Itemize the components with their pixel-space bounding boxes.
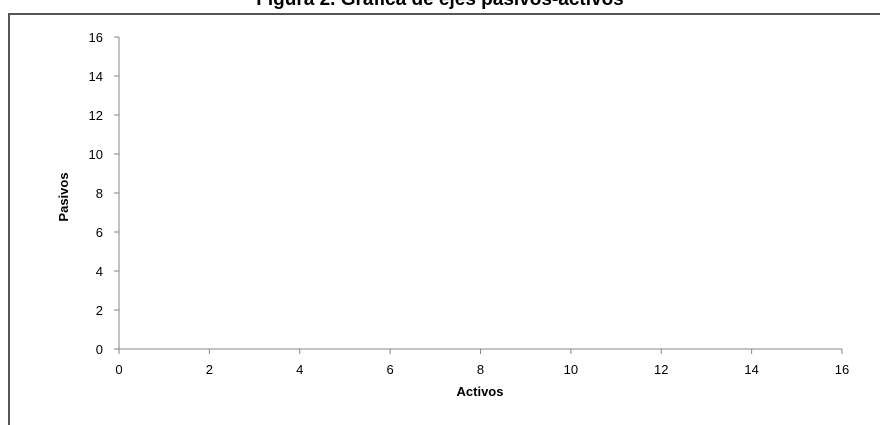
x-tick-label: 12	[654, 362, 668, 377]
chart-title: Figura 2. Gráfica de ejes pasivos-activo…	[0, 0, 880, 11]
x-tick-label: 6	[387, 362, 394, 377]
y-tick-label: 4	[96, 264, 103, 279]
y-tick-label: 14	[89, 69, 103, 84]
x-tick-label: 2	[206, 362, 213, 377]
y-axis-label: Pasivos	[56, 172, 71, 221]
x-tick-label: 4	[296, 362, 303, 377]
y-tick-label: 10	[89, 147, 103, 162]
y-ticks: 0 2 4 6 8 10 12 14 16	[89, 30, 119, 357]
y-tick-label: 2	[96, 303, 103, 318]
y-tick-label: 12	[89, 108, 103, 123]
x-tick-label: 14	[744, 362, 758, 377]
x-tick-label: 8	[477, 362, 484, 377]
left-divider	[8, 14, 10, 425]
axes	[118, 37, 842, 350]
y-tick-label: 6	[96, 225, 103, 240]
y-tick-label: 8	[96, 186, 103, 201]
x-tick-label: 10	[564, 362, 578, 377]
y-tick-label: 0	[96, 342, 103, 357]
x-ticks: 0 2 4 6 8 10 12 14 16	[115, 349, 849, 377]
x-axis-label: Activos	[457, 384, 504, 399]
x-tick-label: 16	[835, 362, 849, 377]
y-tick-label: 16	[89, 30, 103, 45]
x-tick-label: 0	[115, 362, 122, 377]
top-divider	[8, 13, 880, 15]
